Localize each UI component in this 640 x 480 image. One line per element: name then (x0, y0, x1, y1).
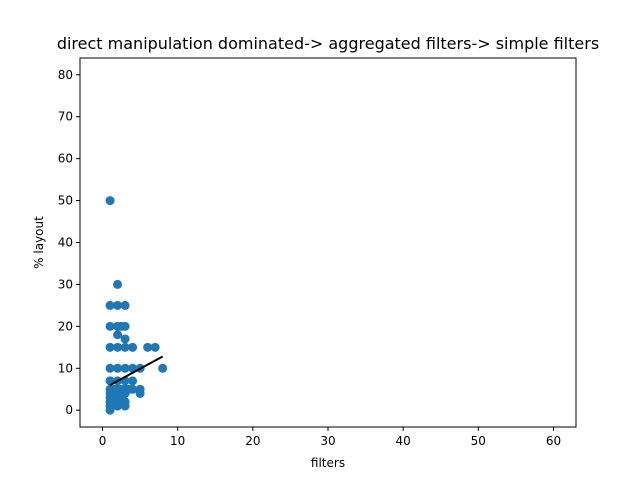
y-tick-label: 0 (65, 403, 73, 417)
plot-marks (105, 196, 168, 415)
x-tick-label: 10 (170, 434, 185, 448)
y-tick-label: 50 (58, 194, 73, 208)
data-point (113, 342, 123, 352)
trend-line (109, 355, 164, 386)
plot-frame (79, 57, 577, 428)
data-point (105, 342, 115, 352)
data-point (120, 334, 130, 344)
data-point (120, 300, 130, 310)
data-point (120, 401, 130, 411)
x-tick-label: 40 (396, 434, 411, 448)
y-tick-label: 20 (58, 319, 73, 333)
data-point (128, 376, 138, 386)
y-tick-label: 80 (58, 68, 73, 82)
data-point (105, 196, 115, 206)
x-tick-label: 50 (471, 434, 486, 448)
data-point (113, 300, 123, 310)
x-tick-label: 30 (320, 434, 335, 448)
data-point (143, 342, 153, 352)
axes: 0 10 20 30 40 50 60 0 10 20 30 40 50 60 70 80 (58, 68, 561, 448)
data-point (120, 342, 130, 352)
data-point (120, 363, 130, 373)
x-tick-label: 60 (546, 434, 561, 448)
y-tick-label: 10 (58, 361, 73, 375)
data-point (128, 384, 138, 394)
y-tick-label: 70 (58, 110, 73, 124)
chart-title: direct manipulation dominated-> aggregat… (57, 34, 599, 53)
y-tick-label: 60 (58, 152, 73, 166)
y-tick-label: 40 (58, 236, 73, 250)
data-point (120, 321, 130, 331)
y-axis-label: % layout (32, 216, 46, 269)
data-point (113, 401, 123, 411)
data-point (150, 342, 160, 352)
x-tick-label: 20 (245, 434, 260, 448)
data-point (135, 388, 145, 398)
data-point (105, 405, 115, 415)
x-axis-label: filters (311, 456, 345, 470)
data-point (105, 363, 115, 373)
data-point (113, 363, 123, 373)
data-point (113, 330, 123, 340)
data-point (113, 279, 123, 289)
x-tick-label: 0 (99, 434, 107, 448)
data-point (105, 321, 115, 331)
y-tick-label: 30 (58, 277, 73, 291)
data-point (158, 363, 168, 373)
data-point (105, 300, 115, 310)
data-point (128, 342, 138, 352)
